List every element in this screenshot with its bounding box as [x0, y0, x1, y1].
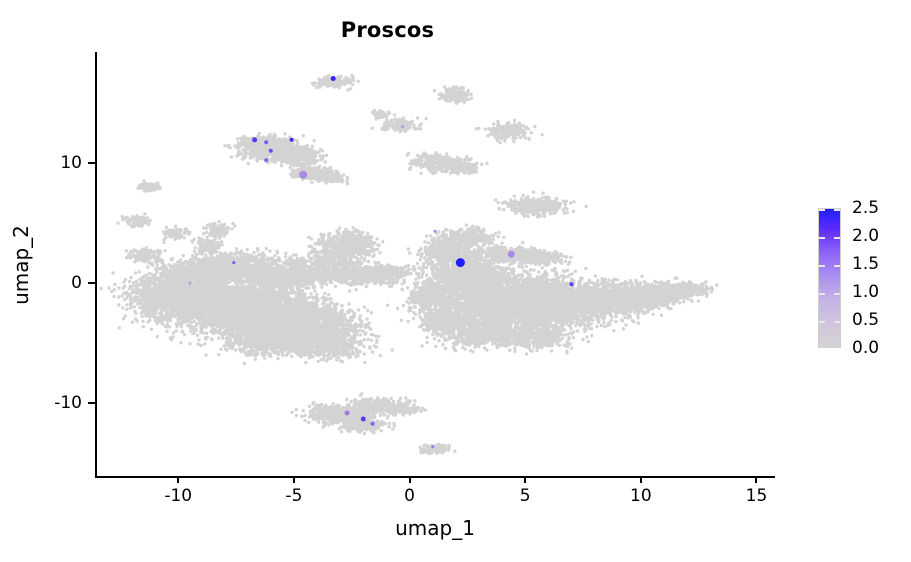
colorbar-tick: [834, 321, 840, 323]
y-tick: [88, 161, 95, 164]
x-tick: [755, 476, 758, 483]
expressing-cell-point: [360, 416, 366, 422]
colorbar-tick: [834, 209, 840, 211]
x-tick: [524, 476, 527, 483]
colorbar-tick-label: 0.5: [852, 310, 880, 330]
colorbar-tick: [834, 265, 840, 267]
axis-spine-left: [95, 52, 97, 478]
colorbar-tick: [834, 293, 840, 295]
expressing-cell-point: [330, 76, 336, 81]
x-tick: [408, 476, 411, 483]
x-tick: [639, 476, 642, 483]
expressing-cell-point: [232, 261, 236, 265]
expressing-cell-point: [370, 421, 375, 426]
y-tick-label: 10: [60, 152, 82, 173]
scatter-points: [99, 73, 719, 456]
y-tick: [88, 282, 95, 285]
y-axis-label: umap_2: [9, 225, 33, 305]
colorbar: [818, 208, 841, 348]
colorbar-tick-label: 1.5: [852, 254, 880, 274]
scatter-canvas: [95, 52, 775, 478]
expressing-cell-point: [299, 170, 308, 179]
page-title: Proscos: [340, 18, 435, 42]
y-tick-label: -10: [54, 393, 82, 414]
plot-axes: -10 -5 0 5 10 15 10 0 -10 umap_1 umap_2: [9, 52, 775, 540]
x-tick-label: 15: [745, 486, 768, 506]
expressing-cell-point: [431, 445, 435, 449]
expressing-cell-point: [569, 282, 574, 287]
axis-spine-bottom: [95, 476, 775, 478]
colorbar-tick: [819, 209, 825, 211]
colorbar-tick: [819, 321, 825, 323]
colorbar-tick: [819, 237, 825, 239]
expressing-cell-point: [264, 158, 269, 163]
expressing-cell-point: [289, 137, 294, 142]
expressing-cell-point: [507, 250, 515, 258]
expressing-cell-point: [401, 125, 405, 129]
expressing-cell-point: [264, 140, 269, 145]
expressing-cell-point: [252, 137, 258, 143]
x-axis-label: umap_1: [395, 516, 475, 540]
x-tick: [292, 476, 295, 483]
colorbar-tick: [819, 265, 825, 267]
colorbar-tick-label: 2.5: [852, 198, 880, 218]
x-tick-label: -10: [164, 486, 193, 506]
expressing-cell-point: [188, 281, 192, 285]
expressing-cell-point: [433, 229, 437, 233]
x-tick-label: 0: [404, 486, 415, 506]
colorbar-tick: [819, 293, 825, 295]
expressing-cell-point: [344, 410, 350, 416]
expressing-cell-point: [268, 148, 273, 153]
x-tick-label: 5: [519, 486, 531, 506]
expressing-cell-point: [455, 258, 465, 268]
x-tick-label: -5: [285, 486, 303, 506]
colorbar-tick-label: 0.0: [852, 338, 880, 358]
x-tick: [177, 476, 180, 483]
background-point-cloud: [99, 73, 719, 456]
y-tick-label: 0: [71, 273, 82, 294]
colorbar-tick-label: 2.0: [852, 226, 880, 246]
y-tick: [88, 402, 95, 405]
colorbar-tick-label: 1.0: [852, 282, 880, 302]
colorbar-tick: [834, 237, 840, 239]
x-tick-label: 10: [630, 486, 652, 506]
